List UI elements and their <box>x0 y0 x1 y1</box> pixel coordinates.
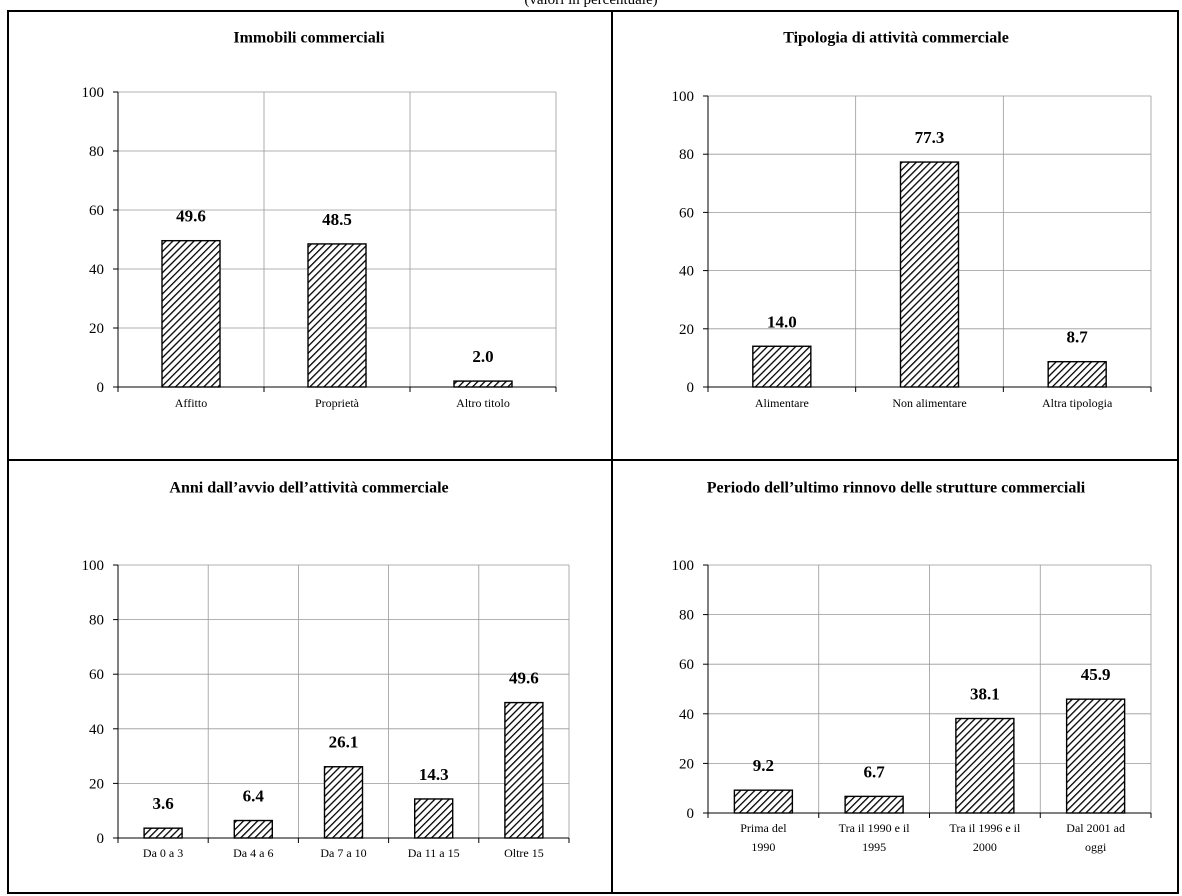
y-tick-label: 60 <box>89 203 104 219</box>
chart-title: Immobili commerciali <box>233 29 385 46</box>
category-label: 1995 <box>862 840 886 854</box>
y-tick-label: 60 <box>89 667 104 683</box>
data-label: 26.1 <box>329 733 359 752</box>
bar <box>453 380 513 388</box>
bar <box>844 795 904 814</box>
chart-panel-2: Tipologia di attività commerciale 0 20 40 60… <box>672 29 1152 410</box>
category-label: oggi <box>1085 840 1107 854</box>
category-label: Altro titolo <box>456 396 510 410</box>
category-label: Oltre 15 <box>504 846 544 860</box>
bar <box>1065 698 1126 814</box>
y-tick-label: 40 <box>89 722 104 738</box>
category-label: 2000 <box>973 840 997 854</box>
data-label: 8.7 <box>1067 328 1089 347</box>
bar <box>307 243 367 388</box>
category-label: Dal 2001 ad <box>1066 821 1125 835</box>
category-label: Alimentare <box>755 396 809 410</box>
category-label: Da 11 a 15 <box>408 846 460 860</box>
category-label: 1990 <box>751 840 775 854</box>
chart-grid: Immobili commerciali 0 20 40 60 80 100 49.6 Affi… <box>7 10 1179 894</box>
chart-title: Tipologia di attività commerciale <box>783 29 1009 46</box>
page-subtitle: (valori in percentuale) <box>524 0 658 8</box>
category-label: Prima del <box>740 821 787 835</box>
data-label: 49.6 <box>176 207 206 226</box>
data-label: 14.3 <box>419 765 449 784</box>
data-label: 2.0 <box>472 347 493 366</box>
bar <box>752 345 812 388</box>
category-label: Proprietà <box>315 396 360 410</box>
y-tick-label: 0 <box>687 806 695 822</box>
bar <box>323 766 364 839</box>
category-label: Tra il 1996 e il <box>949 821 1021 835</box>
category-label: Da 0 a 3 <box>143 846 183 860</box>
chart-title: Periodo dell’ultimo rinnovo delle strutt… <box>707 479 1086 496</box>
category-label: Affitto <box>175 396 207 410</box>
y-tick-label: 20 <box>679 322 694 338</box>
y-tick-label: 20 <box>89 776 104 792</box>
data-label: 9.2 <box>753 756 774 775</box>
y-tick-label: 80 <box>89 613 104 629</box>
charts-canvas: Immobili commerciali 0 20 40 60 80 100 49.6 Affi… <box>7 10 1179 894</box>
y-tick-label: 100 <box>82 558 105 574</box>
chart-title: Anni dall’avvio dell’attività commercial… <box>169 479 448 496</box>
y-tick-label: 0 <box>97 380 105 396</box>
bar <box>161 239 221 388</box>
data-label: 48.5 <box>322 210 352 229</box>
y-tick-label: 100 <box>672 558 695 574</box>
bar <box>504 701 544 839</box>
y-tick-label: 80 <box>679 147 694 163</box>
bar <box>899 161 960 388</box>
data-label: 77.3 <box>915 128 945 147</box>
y-tick-label: 60 <box>679 657 694 673</box>
bar <box>1047 360 1107 388</box>
category-label: Non alimentare <box>892 396 966 410</box>
y-tick-label: 20 <box>679 756 694 772</box>
bar <box>955 717 1015 814</box>
data-label: 45.9 <box>1081 665 1111 684</box>
panel-frame <box>7 10 1179 894</box>
data-label: 6.7 <box>864 762 886 781</box>
bar <box>733 789 794 814</box>
chart-panel-4: Periodo dell’ultimo rinnovo delle strutt… <box>672 479 1152 854</box>
chart-panel-3: Anni dall’avvio dell’attività commercial… <box>82 479 570 860</box>
y-tick-label: 0 <box>687 380 695 396</box>
bar <box>233 819 274 839</box>
category-label: Da 7 a 10 <box>320 846 366 860</box>
chart-panel-1: Immobili commerciali 0 20 40 60 80 100 49.6 Affi… <box>82 29 557 410</box>
y-tick-label: 80 <box>679 608 694 624</box>
data-label: 38.1 <box>970 685 1000 704</box>
y-tick-label: 40 <box>89 262 104 278</box>
y-tick-label: 100 <box>82 85 105 101</box>
category-label: Da 4 a 6 <box>233 846 273 860</box>
data-label: 6.4 <box>243 787 265 806</box>
y-tick-label: 20 <box>89 321 104 337</box>
y-tick-label: 40 <box>679 707 694 723</box>
y-tick-label: 40 <box>679 264 694 280</box>
y-tick-label: 0 <box>97 831 105 847</box>
y-tick-label: 100 <box>672 89 695 105</box>
category-label: Altra tipologia <box>1042 396 1113 410</box>
charts-group: Immobili commerciali 0 20 40 60 80 100 49.6 Affi… <box>82 29 1152 860</box>
y-tick-label: 60 <box>679 205 694 221</box>
bar <box>143 827 183 839</box>
data-label: 14.0 <box>767 312 797 331</box>
data-label: 49.6 <box>509 669 539 688</box>
y-tick-label: 80 <box>89 144 104 160</box>
category-label: Tra il 1990 e il <box>839 821 911 835</box>
bar <box>414 798 454 839</box>
data-label: 3.6 <box>152 794 173 813</box>
